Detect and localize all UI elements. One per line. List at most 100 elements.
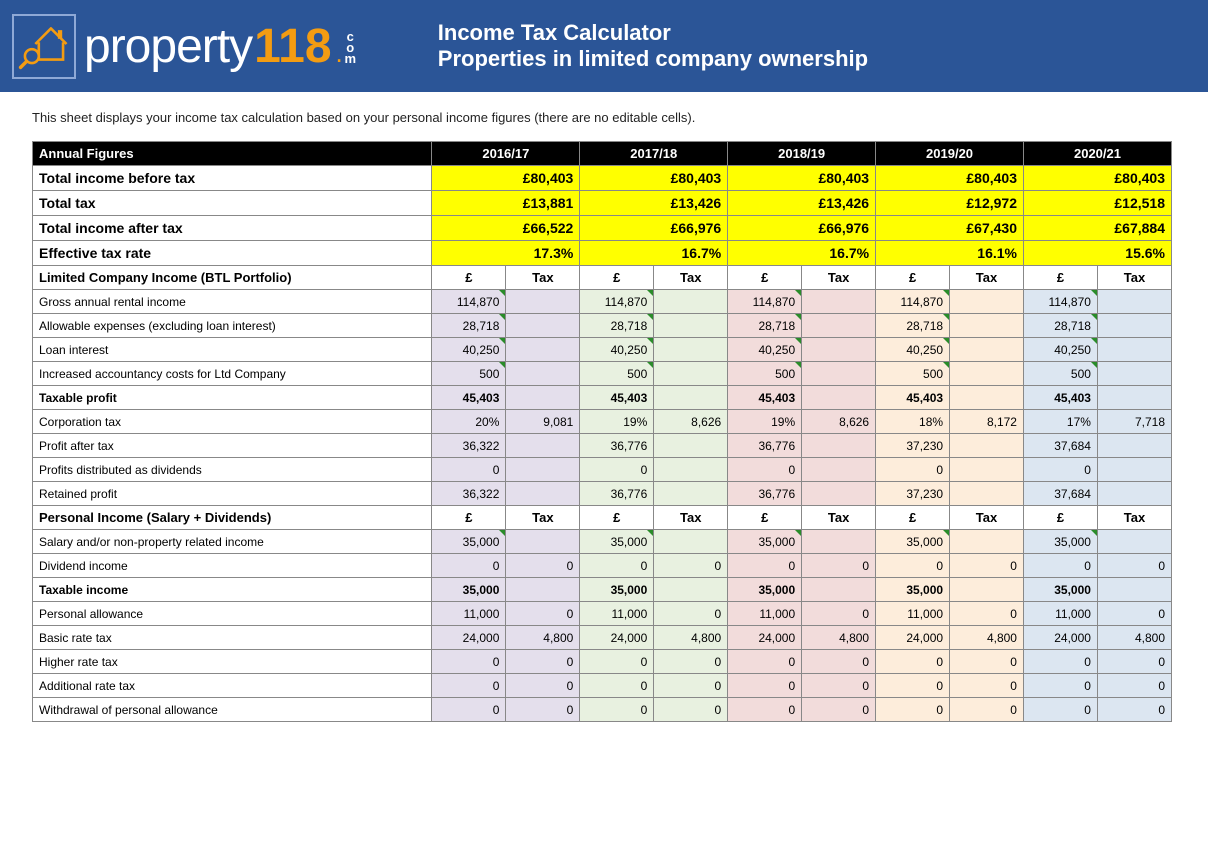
cell-tax: 4,800 (950, 626, 1024, 650)
col-tax-label: Tax (506, 266, 580, 290)
cell-value: 500 (1023, 362, 1097, 386)
cell-value: 24,000 (876, 626, 950, 650)
cell-value: 28,718 (1023, 314, 1097, 338)
cell-tax: 0 (654, 698, 728, 722)
cell-value: 28,718 (580, 314, 654, 338)
table-row: Corporation tax20%9,08119%8,62619%8,6261… (33, 410, 1172, 434)
row-label: Profit after tax (33, 434, 432, 458)
row-label: Retained profit (33, 482, 432, 506)
col-tax-label: Tax (802, 266, 876, 290)
summary-value: £13,426 (728, 191, 876, 216)
page-title: Income Tax Calculator (438, 20, 868, 46)
cell-tax: 4,800 (802, 626, 876, 650)
row-label: Taxable profit (33, 386, 432, 410)
cell-tax (950, 578, 1024, 602)
cell-value: 0 (728, 650, 802, 674)
summary-value: £12,972 (876, 191, 1024, 216)
summary-row: Effective tax rate17.3%16.7%16.7%16.1%15… (33, 241, 1172, 266)
summary-value: £67,884 (1023, 216, 1171, 241)
cell-tax (950, 530, 1024, 554)
cell-tax (802, 434, 876, 458)
table-row: Taxable income35,00035,00035,00035,00035… (33, 578, 1172, 602)
cell-tax: 8,172 (950, 410, 1024, 434)
cell-value: 28,718 (876, 314, 950, 338)
cell-value: 0 (580, 650, 654, 674)
cell-value: 0 (1023, 698, 1097, 722)
summary-label: Total tax (33, 191, 432, 216)
table-row: Taxable profit45,40345,40345,40345,40345… (33, 386, 1172, 410)
house-magnifier-icon (18, 18, 70, 70)
col-tax-label: Tax (506, 506, 580, 530)
cell-tax (802, 578, 876, 602)
col-tax-label: Tax (802, 506, 876, 530)
cell-value: 0 (1023, 554, 1097, 578)
summary-value: 16.7% (580, 241, 728, 266)
cell-value: 40,250 (1023, 338, 1097, 362)
table-row: Loan interest40,25040,25040,25040,25040,… (33, 338, 1172, 362)
col-tax-label: Tax (1097, 266, 1171, 290)
cell-tax (506, 482, 580, 506)
table-row: Profits distributed as dividends00000 (33, 458, 1172, 482)
col-currency-label: £ (1023, 506, 1097, 530)
cell-value: 36,776 (728, 482, 802, 506)
cell-tax (506, 338, 580, 362)
cell-tax: 0 (1097, 674, 1171, 698)
cell-value: 28,718 (728, 314, 802, 338)
cell-tax (950, 434, 1024, 458)
cell-tax (950, 386, 1024, 410)
cell-tax: 0 (654, 602, 728, 626)
cell-value: 36,322 (432, 434, 506, 458)
cell-tax (506, 290, 580, 314)
col-tax-label: Tax (1097, 506, 1171, 530)
table-row: Retained profit36,32236,77636,77637,2303… (33, 482, 1172, 506)
cell-value: 24,000 (1023, 626, 1097, 650)
cell-tax (654, 482, 728, 506)
cell-value: 36,776 (580, 482, 654, 506)
cell-value: 36,776 (580, 434, 654, 458)
summary-value: £12,518 (1023, 191, 1171, 216)
table-row: Dividend income0000000000 (33, 554, 1172, 578)
col-currency-label: £ (876, 506, 950, 530)
summary-value: £66,522 (432, 216, 580, 241)
cell-value: 0 (1023, 674, 1097, 698)
cell-tax: 4,800 (654, 626, 728, 650)
cell-tax: 7,718 (1097, 410, 1171, 434)
row-label: Dividend income (33, 554, 432, 578)
table-row: Additional rate tax0000000000 (33, 674, 1172, 698)
cell-tax: 0 (802, 602, 876, 626)
table-row: Profit after tax36,32236,77636,77637,230… (33, 434, 1172, 458)
cell-value: 45,403 (728, 386, 802, 410)
cell-value: 0 (1023, 650, 1097, 674)
cell-value: 0 (580, 698, 654, 722)
cell-tax (950, 290, 1024, 314)
cell-tax: 0 (654, 650, 728, 674)
cell-value: 28,718 (432, 314, 506, 338)
cell-value: 0 (876, 650, 950, 674)
col-tax-label: Tax (950, 506, 1024, 530)
cell-value: 35,000 (728, 530, 802, 554)
cell-value: 0 (876, 458, 950, 482)
cell-value: 114,870 (876, 290, 950, 314)
row-label: Allowable expenses (excluding loan inter… (33, 314, 432, 338)
cell-tax (506, 458, 580, 482)
cell-tax: 0 (950, 554, 1024, 578)
cell-value: 37,230 (876, 482, 950, 506)
cell-tax (506, 386, 580, 410)
cell-tax (654, 458, 728, 482)
cell-value: 0 (432, 650, 506, 674)
section-title: Personal Income (Salary + Dividends) (33, 506, 432, 530)
table-row: Withdrawal of personal allowance00000000… (33, 698, 1172, 722)
cell-value: 0 (728, 554, 802, 578)
section-header-row: Personal Income (Salary + Dividends)£Tax… (33, 506, 1172, 530)
col-tax-label: Tax (950, 266, 1024, 290)
table-header-row: Annual Figures2016/172017/182018/192019/… (33, 142, 1172, 166)
summary-value: 15.6% (1023, 241, 1171, 266)
cell-tax: 0 (506, 650, 580, 674)
cell-tax (1097, 314, 1171, 338)
cell-tax (950, 482, 1024, 506)
table-row: Increased accountancy costs for Ltd Comp… (33, 362, 1172, 386)
cell-value: 114,870 (1023, 290, 1097, 314)
cell-tax (1097, 530, 1171, 554)
cell-tax (506, 362, 580, 386)
cell-tax: 0 (506, 674, 580, 698)
